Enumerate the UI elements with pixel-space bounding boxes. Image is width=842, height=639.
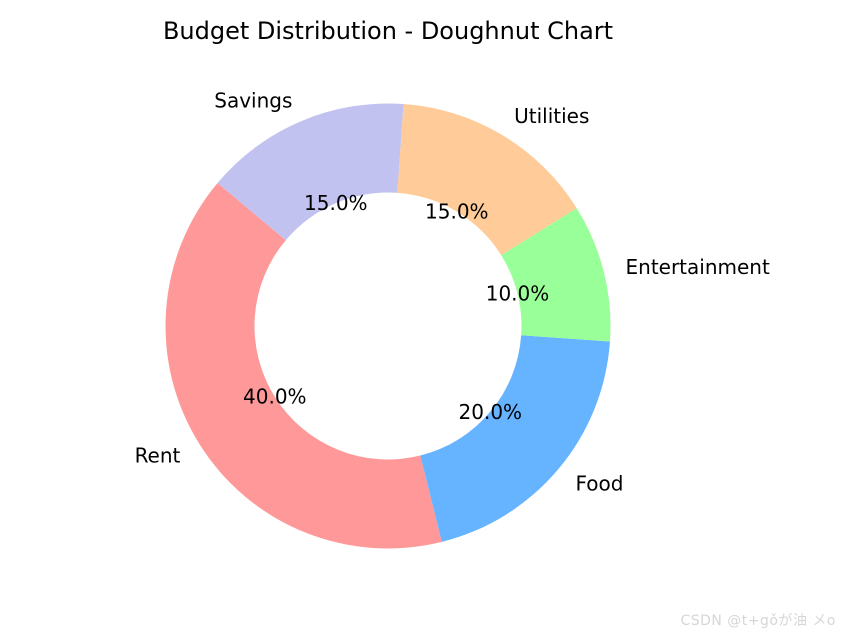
category-label-savings: Savings	[214, 89, 292, 113]
pct-label-utilities: 15.0%	[425, 200, 489, 224]
pct-label-food: 20.0%	[459, 400, 523, 424]
wedge-savings	[217, 103, 404, 241]
wedge-rent	[165, 182, 442, 549]
pct-label-rent: 40.0%	[243, 385, 307, 409]
pct-label-entertainment: 10.0%	[486, 282, 550, 306]
category-label-rent: Rent	[135, 444, 181, 468]
watermark: CSDN @t+gǒが油 メo	[680, 613, 836, 629]
category-label-entertainment: Entertainment	[626, 255, 770, 279]
wedge-utilities	[397, 104, 577, 256]
category-label-utilities: Utilities	[514, 104, 589, 128]
chart-title: Budget Distribution - Doughnut Chart	[162, 17, 614, 45]
wedge-food	[420, 335, 610, 542]
pct-label-savings: 15.0%	[304, 191, 368, 215]
category-label-food: Food	[576, 471, 624, 495]
wedge-entertainment	[501, 208, 611, 342]
